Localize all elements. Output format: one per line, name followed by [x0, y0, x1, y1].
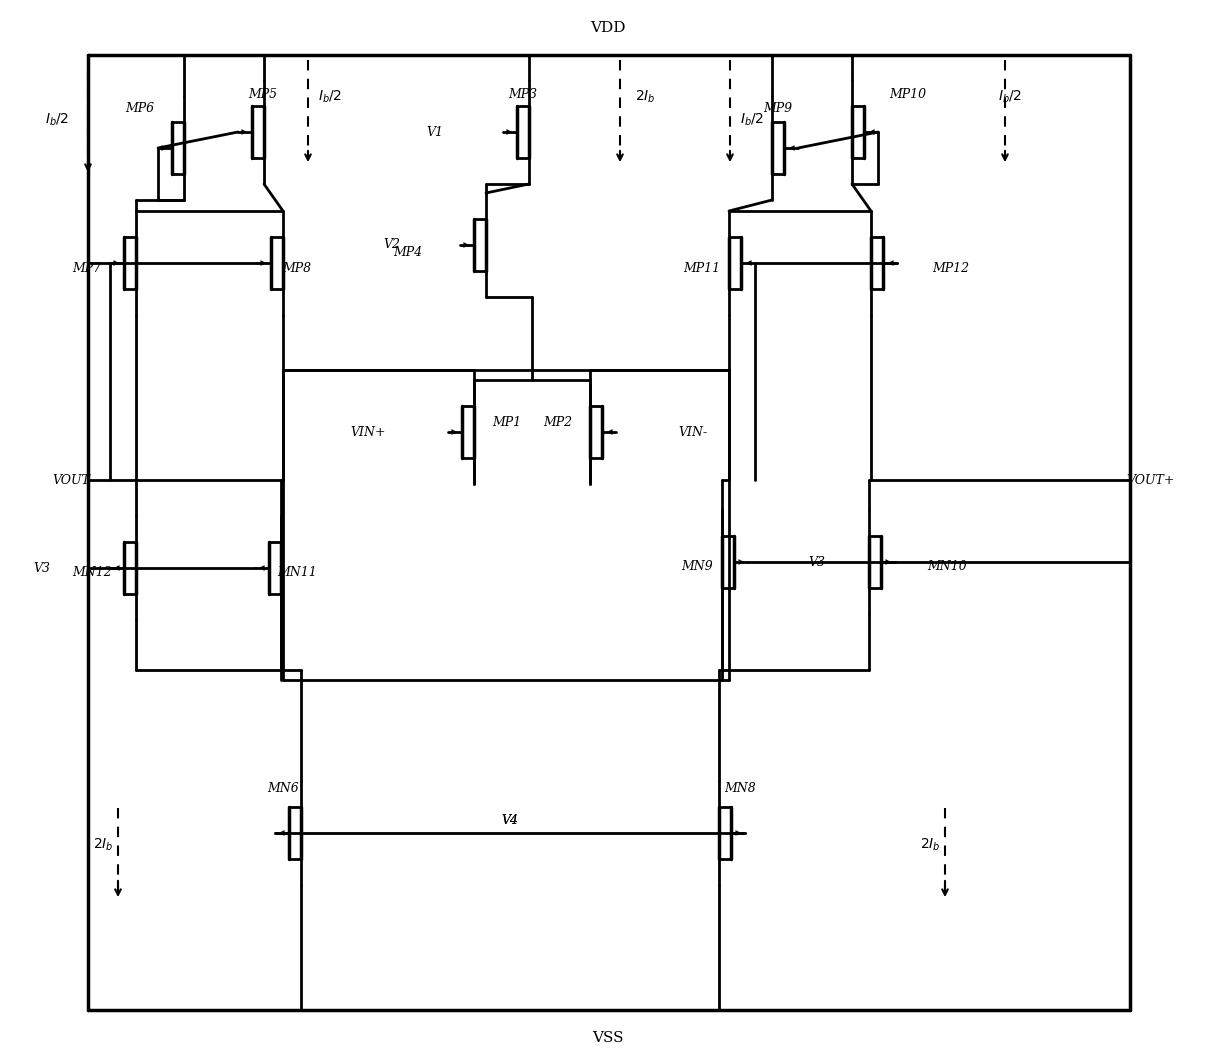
Text: V3: V3 — [33, 562, 50, 574]
Text: $I_b/2$: $I_b/2$ — [318, 89, 342, 105]
Text: VIN+: VIN+ — [350, 425, 386, 438]
Text: MN12: MN12 — [72, 566, 112, 580]
Text: V1: V1 — [426, 126, 443, 139]
Text: $2I_b$: $2I_b$ — [635, 89, 655, 105]
Text: MP12: MP12 — [932, 261, 969, 274]
Text: MP1: MP1 — [492, 416, 521, 428]
Text: $I_b/2$: $I_b/2$ — [740, 112, 764, 128]
Text: MP7: MP7 — [72, 261, 101, 274]
Text: V4: V4 — [501, 814, 518, 826]
Text: MP11: MP11 — [683, 261, 720, 274]
Text: MP8: MP8 — [282, 261, 312, 274]
Text: MN10: MN10 — [927, 561, 966, 573]
Text: $I_b/2$: $I_b/2$ — [45, 112, 69, 128]
Text: MP2: MP2 — [543, 416, 572, 428]
Text: VIN-: VIN- — [678, 425, 707, 438]
Text: MP4: MP4 — [393, 247, 422, 259]
Text: VOUT-: VOUT- — [52, 474, 92, 487]
Text: MP9: MP9 — [763, 102, 792, 114]
Text: V2: V2 — [383, 238, 400, 252]
Text: MN6: MN6 — [267, 782, 299, 795]
Text: V4: V4 — [501, 814, 518, 826]
Text: VSS: VSS — [593, 1030, 624, 1045]
Text: $2I_b$: $2I_b$ — [92, 837, 113, 853]
Text: MP10: MP10 — [890, 88, 926, 101]
Text: VOUT+: VOUT+ — [1127, 474, 1174, 487]
Text: VDD: VDD — [590, 21, 626, 35]
Text: MN8: MN8 — [724, 782, 756, 795]
Text: MP3: MP3 — [509, 88, 538, 101]
Text: V3: V3 — [808, 555, 825, 568]
Text: MN11: MN11 — [277, 566, 316, 580]
Text: $I_b/2$: $I_b/2$ — [998, 89, 1022, 105]
Text: MP6: MP6 — [125, 102, 155, 114]
Text: MP5: MP5 — [248, 88, 277, 101]
Text: MN9: MN9 — [682, 561, 713, 573]
Text: $2I_b$: $2I_b$ — [920, 837, 941, 853]
